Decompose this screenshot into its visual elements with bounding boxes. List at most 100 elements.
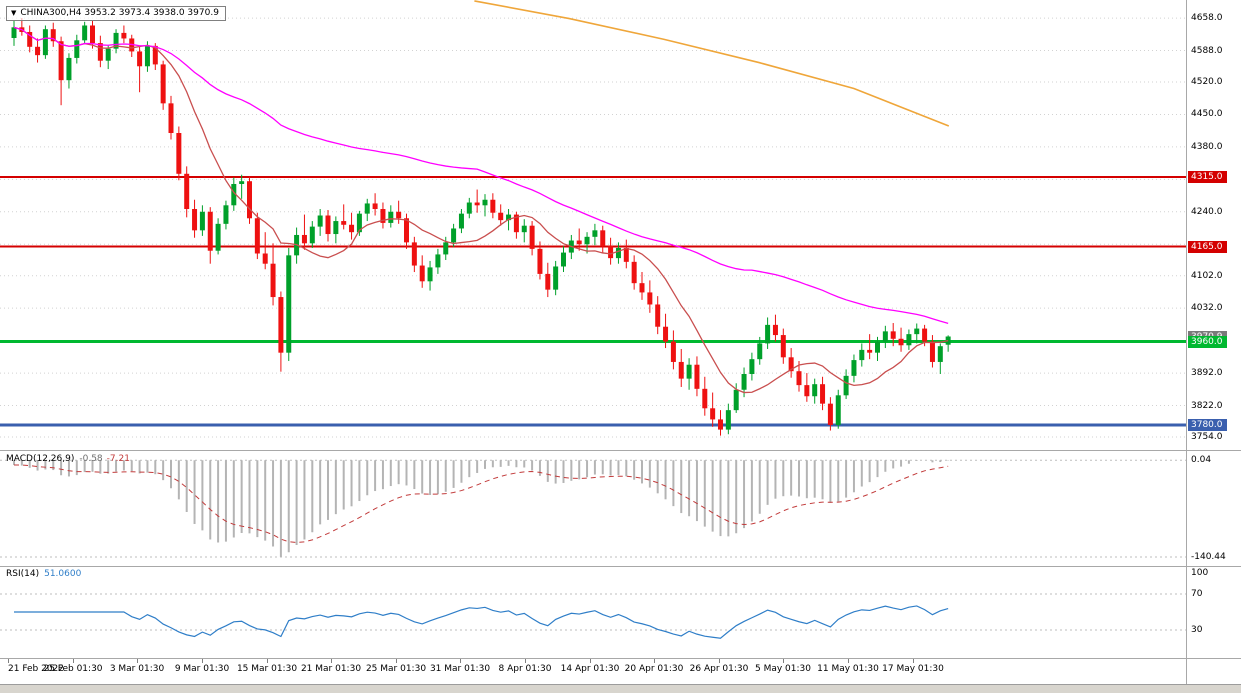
candle-body (859, 349, 865, 361)
candle-body (812, 384, 818, 397)
time-tick-label: 5 May 01:30 (755, 664, 811, 674)
price-axis-divider (1186, 0, 1187, 684)
time-tick-label: 9 Mar 01:30 (174, 664, 230, 674)
candle-body (144, 45, 150, 67)
candles-layer (11, 18, 951, 436)
candle-body (356, 213, 362, 233)
candle-body (11, 27, 17, 39)
rsi-label: RSI(14) 51.0600 (6, 569, 82, 579)
orange-ma-line (474, 0, 950, 127)
candle-body (137, 51, 143, 67)
candle-body (749, 359, 755, 374)
time-tick (783, 659, 784, 663)
rsi-level-label: 100 (1191, 568, 1209, 578)
time-tick-label: 26 Apr 01:30 (689, 664, 749, 674)
candle-body (710, 408, 716, 420)
candle-body (443, 242, 449, 255)
time-tick (73, 659, 74, 663)
candle-body (404, 218, 409, 243)
price-badge: 3960.0 (1188, 335, 1227, 348)
macd-label: MACD(12,26,9) -0.58 -7.21 (6, 454, 130, 464)
time-tick-label: 21 Feb 2022 (8, 664, 65, 674)
price-tick-label: 4102.0 (1191, 270, 1223, 281)
macd-signal-line (13, 464, 949, 543)
chart-title: CHINA300,H4 3953.2 3973.4 3938.0 3970.9 (20, 8, 219, 18)
candle-body (184, 173, 190, 210)
bottom-scrollbar[interactable] (0, 684, 1241, 693)
time-tick-label: 8 Apr 01:30 (498, 664, 552, 674)
time-tick-label: 15 Mar 01:30 (236, 664, 298, 674)
candle-body (780, 335, 786, 358)
candle-body (207, 211, 213, 251)
candle-body (678, 361, 684, 379)
time-tick-label: 20 Apr 01:30 (624, 664, 684, 674)
candle-body (827, 403, 833, 425)
candle-body (482, 199, 488, 206)
candle-body (898, 338, 904, 346)
panel-separator[interactable] (0, 566, 1241, 567)
candle-body (670, 341, 676, 362)
candle-body (623, 247, 629, 262)
candle-body (788, 357, 794, 372)
rsi-panel-canvas[interactable] (0, 567, 1186, 657)
time-tick (913, 659, 914, 663)
candle-body (262, 253, 268, 264)
candle-body (702, 388, 708, 409)
time-tick (719, 659, 720, 663)
time-tick-label: 3 Mar 01:30 (109, 664, 165, 674)
time-tick (848, 659, 849, 663)
candle-body (937, 346, 943, 362)
candle-body (152, 45, 158, 65)
candle-body (890, 331, 896, 339)
macd-level-label: -140.44 (1191, 552, 1226, 563)
chart-dropdown-icon[interactable]: ▼ (11, 9, 17, 17)
price-tick-label: 4520.0 (1191, 77, 1223, 88)
candle-body (772, 324, 778, 336)
horizontal-lines-layer (0, 176, 1186, 427)
candle-body (922, 328, 928, 342)
candle-body (521, 225, 527, 233)
candle-body (663, 326, 669, 342)
macd-panel-canvas[interactable] (0, 452, 1186, 565)
price-tick-label: 4380.0 (1191, 141, 1223, 152)
candle-body (411, 242, 417, 266)
main-chart-canvas[interactable] (0, 0, 1186, 450)
candle-body (804, 385, 810, 397)
candle-body (851, 360, 857, 376)
candle-body (215, 223, 221, 251)
candle-body (914, 328, 920, 335)
candle-body (192, 209, 198, 231)
candle-body (66, 57, 72, 81)
candle-body (553, 266, 559, 290)
price-badge: 4165.0 (1188, 240, 1227, 253)
candle-body (199, 211, 205, 231)
candle-body (490, 199, 496, 213)
candle-body (270, 263, 276, 298)
candle-body (113, 32, 119, 49)
candle-body (867, 349, 873, 353)
candle-body (451, 228, 457, 243)
candle-body (317, 215, 323, 227)
candle-body (27, 31, 33, 47)
candle-body (278, 297, 284, 353)
candle-body (333, 221, 339, 235)
candle-body (561, 252, 566, 267)
candle-body (82, 25, 88, 41)
panel-separator[interactable] (0, 450, 1241, 451)
price-tick-label: 4450.0 (1191, 109, 1223, 120)
price-tick-label: 3754.0 (1191, 432, 1223, 443)
candle-body (35, 46, 41, 56)
macd-histogram (13, 460, 950, 558)
candle-body (458, 213, 464, 229)
candle-body (584, 236, 590, 245)
rsi-level-label: 70 (1191, 589, 1203, 599)
candle-body (160, 64, 166, 104)
candle-body (168, 103, 174, 134)
time-tick-label: 14 Apr 01:30 (560, 664, 620, 674)
candle-body (600, 230, 606, 247)
candle-body (239, 181, 245, 184)
candle-body (349, 224, 355, 233)
candle-body (176, 133, 182, 174)
candle-body (105, 48, 111, 61)
